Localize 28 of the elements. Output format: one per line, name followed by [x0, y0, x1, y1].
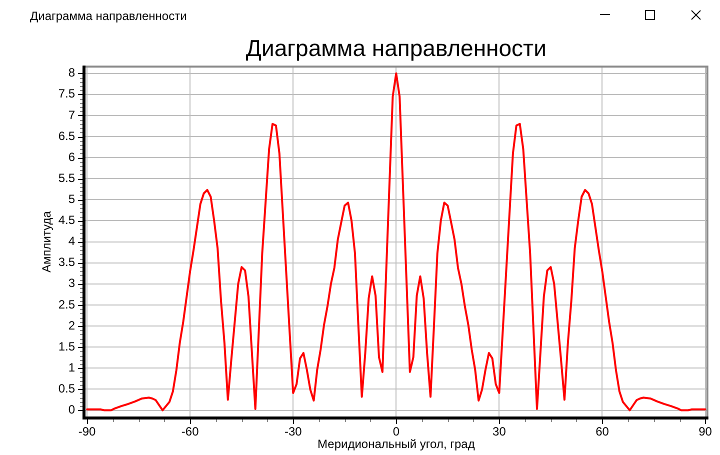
y-tick-label: 7.5 [58, 86, 76, 101]
y-tick-label: 2.5 [58, 297, 76, 312]
x-tick-label: 60 [596, 424, 610, 439]
y-tick-label: 1.5 [58, 339, 76, 354]
x-tick-label: 30 [492, 424, 506, 439]
y-tick-label: 0 [68, 402, 76, 417]
y-tick-label: 4 [68, 234, 76, 248]
y-tick-label: 8 [68, 66, 76, 80]
y-tick-label: 0.5 [58, 382, 76, 396]
x-tick-label: -90 [78, 424, 96, 439]
y-tick-label: 6.5 [58, 128, 76, 143]
x-tick-label: 90 [698, 424, 712, 439]
x-tick-label: -60 [181, 424, 200, 439]
y-tick-label: 2 [68, 318, 76, 332]
y-tick-label: 5.5 [58, 170, 76, 185]
y-axis-title: Амплитуда [40, 210, 54, 272]
chart-title: Диаграмма направленности [246, 35, 546, 62]
y-tick-label: 1 [68, 360, 76, 374]
y-tick-label: 7 [68, 108, 76, 122]
x-axis-title: Меридиональный угол, град [318, 437, 475, 452]
x-tick-label: -30 [284, 424, 302, 439]
text: Диаграмма направленности [30, 9, 187, 23]
y-tick-label: 6 [68, 150, 76, 164]
x-tick-label: 0 [392, 424, 400, 439]
y-tick-label: 3 [68, 276, 76, 290]
y-tick-label: 4.5 [58, 213, 76, 228]
y-tick-label: 5 [68, 192, 76, 206]
y-tick-label: 3.5 [58, 255, 76, 270]
